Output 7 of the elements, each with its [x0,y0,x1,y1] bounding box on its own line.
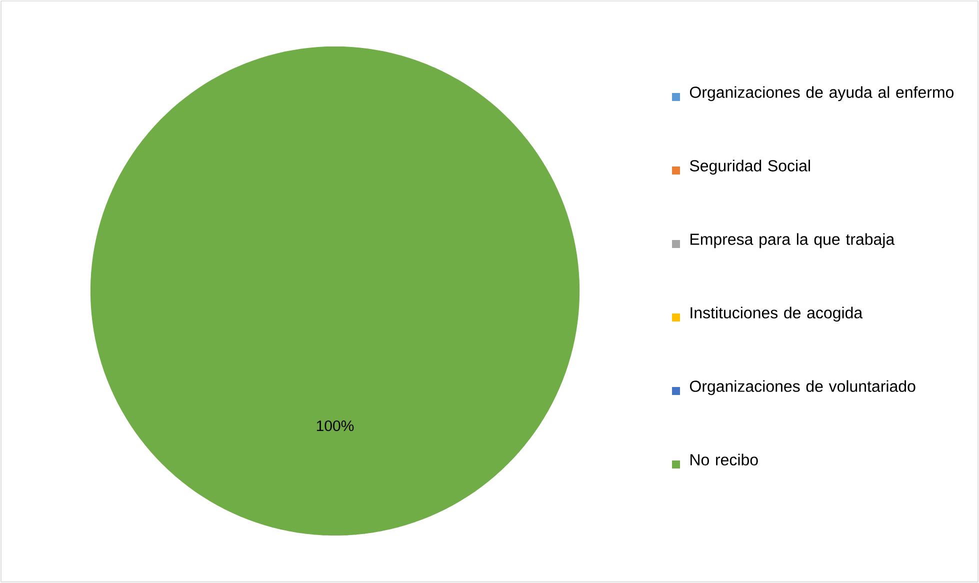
legend-label: Empresa para la que trabaja [690,233,895,248]
legend-label: No recibo [690,454,758,466]
legend-label: Organizaciones de ayuda al enfermo [690,86,954,102]
legend-label: Organizaciones de voluntariado [690,380,916,396]
data-label: 100% [316,420,354,432]
legend-label: Instituciones de acogida [690,306,863,322]
legend-label: Seguridad Social [690,160,810,175]
